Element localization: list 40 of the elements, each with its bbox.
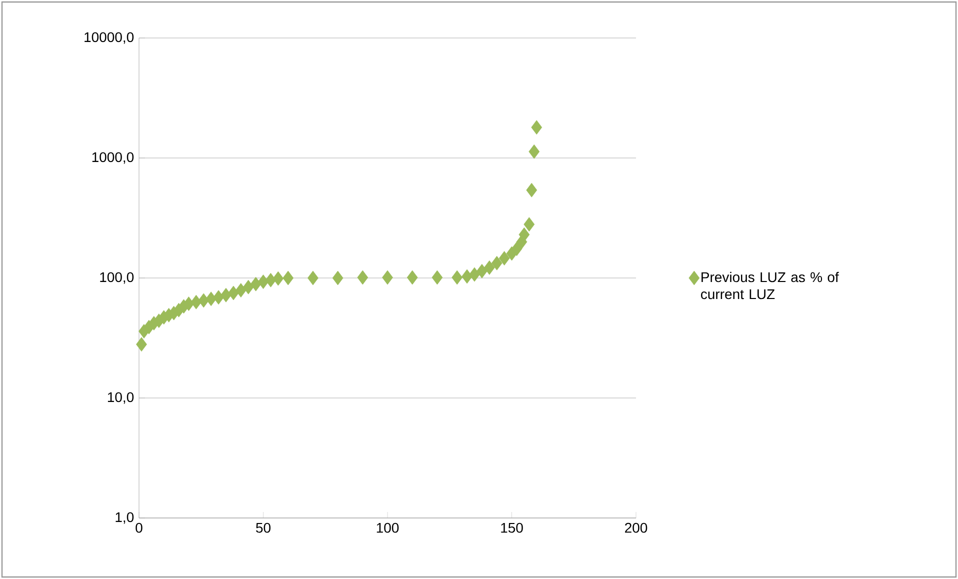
point: [235, 283, 246, 298]
point: [511, 242, 522, 256]
point: [382, 270, 393, 285]
point: [452, 270, 463, 285]
point: [476, 264, 488, 278]
point: [498, 251, 510, 266]
point: [258, 274, 269, 289]
point: [469, 267, 480, 282]
x-tick-label: 50: [256, 522, 270, 533]
point: [432, 270, 443, 285]
point: [524, 217, 535, 232]
point: [531, 120, 542, 135]
point: [528, 144, 540, 159]
point: [491, 256, 502, 270]
x-tick-label: 100: [376, 522, 399, 533]
point: [308, 270, 318, 286]
point: [484, 260, 495, 275]
point: [406, 270, 418, 285]
point: [183, 296, 194, 311]
legend-label: Previous LUZ as % of current LUZ: [700, 272, 839, 300]
point: [526, 182, 538, 198]
point: [228, 286, 239, 300]
point: [250, 276, 262, 292]
x-tick-label: 200: [625, 522, 648, 533]
point: [220, 288, 232, 302]
point: [272, 271, 284, 286]
point: [213, 290, 224, 305]
point: [518, 227, 530, 242]
y-tick-label: 10,0: [108, 392, 134, 404]
point: [136, 337, 147, 352]
x-tick-label: 150: [501, 522, 523, 533]
point: [242, 280, 254, 294]
point: [332, 270, 344, 286]
point: [357, 270, 368, 285]
y-tick-label: 100,0: [100, 272, 134, 284]
y-tick-label: 10000,0: [84, 32, 134, 44]
y-tick-label: 1000,0: [92, 152, 134, 164]
y-tick-label: 1,0: [116, 512, 134, 524]
x-tick-label: 0: [136, 522, 142, 533]
point: [282, 270, 294, 286]
